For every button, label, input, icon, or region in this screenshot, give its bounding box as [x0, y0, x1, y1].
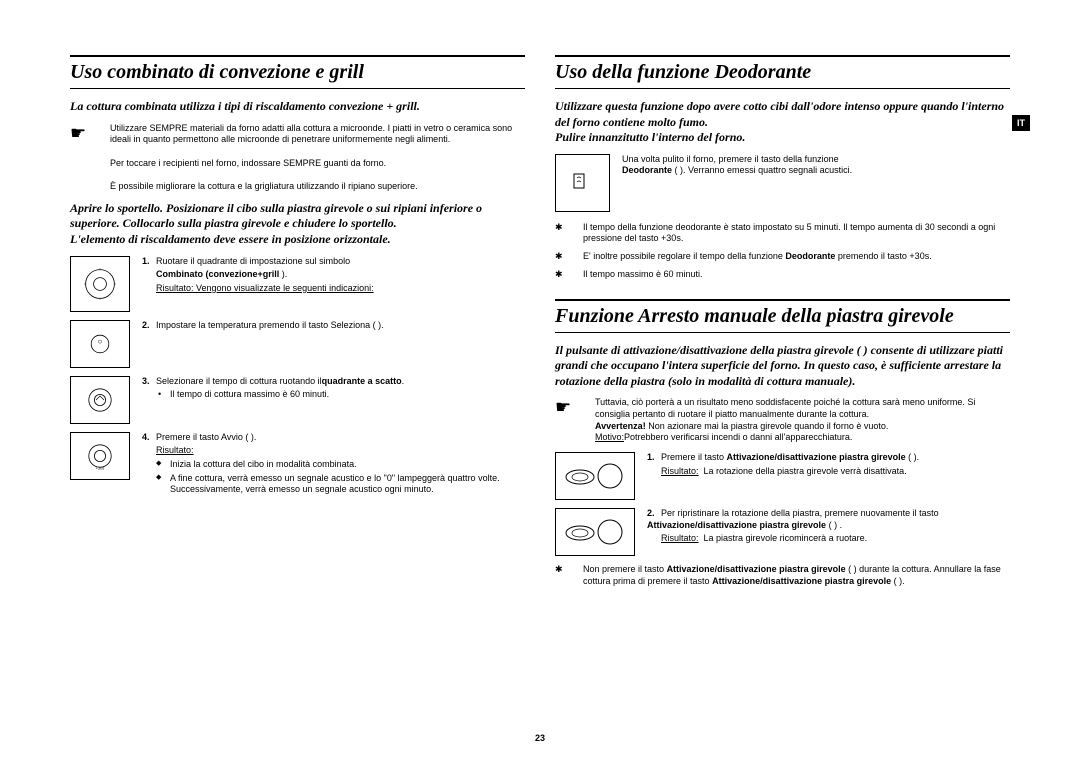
note-3: È possibile migliorare la cottura e la g…: [110, 181, 418, 191]
warning-row: ☛ Tuttavia, ciò porterà a un risultato m…: [555, 397, 1010, 444]
bullet-icon: ✱: [555, 251, 573, 263]
section-title-combinato: Uso combinato di convezione e grill: [70, 55, 525, 89]
note-text: Utilizzare SEMPRE materiali da forno ada…: [110, 123, 525, 193]
turntable-body-1: 1.Premere il tasto Attivazione/disattiva…: [647, 452, 1010, 477]
bullet-icon: ✱: [555, 222, 573, 245]
note-row: ☛ Utilizzare SEMPRE materiali da forno a…: [70, 123, 525, 193]
left-column: Uso combinato di convezione e grill La c…: [70, 55, 525, 593]
step-body-2: 2.Impostare la temperatura premendo il t…: [142, 320, 525, 332]
step4-bullet-2: A fine cottura, verrà emesso un segnale …: [170, 473, 525, 496]
tt-s2-a: Per ripristinare la rotazione della pias…: [661, 508, 939, 518]
page-content: Uso combinato di convezione e grill La c…: [70, 55, 1010, 593]
note-1: Utilizzare SEMPRE materiali da forno ada…: [110, 123, 512, 145]
step-image-dial: [70, 256, 130, 312]
deod-body-2b: ( ). Verranno emessi quattro segnali acu…: [675, 165, 853, 175]
deod-bullet-3: Il tempo massimo è 60 minuti.: [583, 269, 703, 281]
tt-s1-a: Premere il tasto: [661, 452, 724, 462]
step-body-1: 1.Ruotare il quadrante di impostazione s…: [142, 256, 525, 295]
turntable-step-2: 2.Per ripristinare la rotazione della pi…: [555, 508, 1010, 556]
step-row-3: 3.Selezionare il tempo di cottura ruotan…: [70, 376, 525, 424]
final-note-text: Non premere il tasto Attivazione/disatti…: [583, 564, 1010, 587]
tt-s1-b: Attivazione/disattivazione piastra girev…: [727, 452, 906, 462]
deod-body-2a: Deodorante: [622, 165, 672, 175]
step2-text: Impostare la temperatura premendo il tas…: [156, 320, 384, 330]
warn-2a: Avvertenza!: [595, 421, 646, 431]
step1-text-b: Combinato (convezione+grill: [156, 269, 279, 279]
page-number: 23: [535, 733, 545, 743]
warn-1: Tuttavia, ciò porterà a un risultato men…: [595, 397, 975, 419]
tt-s1-c: ( ).: [908, 452, 919, 462]
tt-s2-b: Attivazione/disattivazione piastra girev…: [647, 520, 826, 530]
deodorant-text: Una volta pulito il forno, premere il ta…: [622, 154, 852, 212]
turntable-step-1: 1.Premere il tasto Attivazione/disattiva…: [555, 452, 1010, 500]
step4-bullet-1: Inizia la cottura del cibo in modalità c…: [170, 459, 525, 471]
step4-result-label: Risultato:: [156, 445, 194, 455]
right-column: Uso della funzione Deodorante Utilizzare…: [555, 55, 1010, 593]
step-body-3: 3.Selezionare il tempo di cottura ruotan…: [142, 376, 525, 401]
warning-text: Tuttavia, ciò porterà a un risultato men…: [595, 397, 1010, 444]
step3-bullet: Il tempo di cottura massimo è 60 minuti.: [170, 389, 525, 401]
intro-deodorante: Utilizzare questa funzione dopo avere co…: [555, 99, 1010, 146]
svg-text:+30s: +30s: [96, 465, 105, 470]
final-note-row: ✱ Non premere il tasto Attivazione/disat…: [555, 564, 1010, 587]
bullet-row: ✱ Il tempo massimo è 60 minuti.: [555, 269, 1010, 281]
bullet-row: ✱ E' inoltre possibile regolare il tempo…: [555, 251, 1010, 263]
step3-text-a: Selezionare il tempo di cottura ruotando…: [156, 376, 322, 386]
step1-text-c: ).: [282, 269, 288, 279]
step4-text-a: Premere il tasto Avvio ( ).: [156, 432, 256, 442]
turntable-body-2: 2.Per ripristinare la rotazione della pi…: [647, 508, 1010, 545]
step-image-select: [70, 320, 130, 368]
deod-body-1: Una volta pulito il forno, premere il ta…: [622, 154, 839, 164]
warn-3a: Motivo:: [595, 432, 624, 442]
step-row-1: 1.Ruotare il quadrante di impostazione s…: [70, 256, 525, 312]
instruction-text: Aprire lo sportello. Posizionare il cibo…: [70, 201, 525, 248]
step1-text-a: Ruotare il quadrante di impostazione sul…: [156, 256, 350, 266]
turntable-image: [555, 452, 635, 500]
section-title-piastra: Funzione Arresto manuale della piastra g…: [555, 299, 1010, 333]
intro-piastra: Il pulsante di attivazione/disattivazion…: [555, 343, 1010, 390]
warn-3b: Potrebbero verificarsi incendi o danni a…: [624, 432, 852, 442]
step-row-2: 2.Impostare la temperatura premendo il t…: [70, 320, 525, 368]
step3-text-b: quadrante a scatto: [322, 376, 402, 386]
intro-combinato: La cottura combinata utilizza i tipi di …: [70, 99, 525, 115]
step-body-4: 4.Premere il tasto Avvio ( ). Risultato:…: [142, 432, 525, 496]
deodorant-icon-box: [555, 154, 610, 212]
step-image-timer: [70, 376, 130, 424]
deod-bullet-2: E' inoltre possibile regolare il tempo d…: [583, 251, 932, 263]
warn-2b: Non azionare mai la piastra girevole qua…: [648, 421, 888, 431]
step1-result: Risultato: Vengono visualizzate le segue…: [156, 283, 374, 293]
deod-bullet-1: Il tempo della funzione deodorante è sta…: [583, 222, 1010, 245]
tt-s2-c: ( ) .: [829, 520, 843, 530]
deodorant-row: Una volta pulito il forno, premere il ta…: [555, 154, 1010, 212]
turntable-image: [555, 508, 635, 556]
bullet-row: ✱ Il tempo della funzione deodorante è s…: [555, 222, 1010, 245]
bullet-icon: ✱: [555, 564, 573, 587]
step-image-start: +30s: [70, 432, 130, 480]
section-title-deodorante: Uso della funzione Deodorante: [555, 55, 1010, 89]
note-2: Per toccare i recipienti nel forno, indo…: [110, 158, 386, 168]
step-row-4: +30s 4.Premere il tasto Avvio ( ). Risul…: [70, 432, 525, 496]
language-tab: IT: [1012, 115, 1030, 131]
pointer-icon: ☛: [555, 397, 585, 418]
pointer-icon: ☛: [70, 123, 100, 144]
bullet-icon: ✱: [555, 269, 573, 281]
